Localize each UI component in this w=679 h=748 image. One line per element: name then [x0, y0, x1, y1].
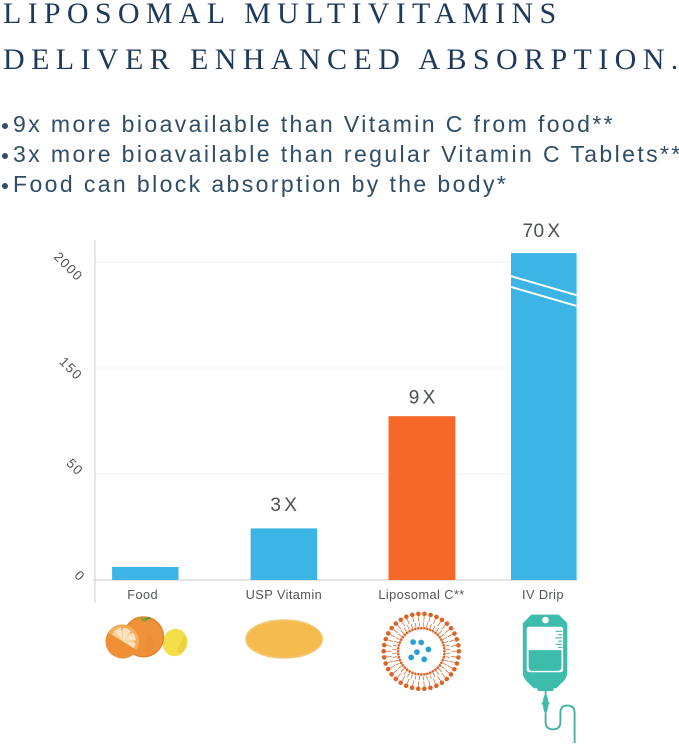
svg-text:IV Drip: IV Drip	[522, 587, 564, 602]
svg-text:2000: 2000	[51, 249, 86, 284]
svg-text:150: 150	[56, 354, 85, 383]
svg-text:0: 0	[72, 568, 89, 585]
svg-text:Liposomal C**: Liposomal C**	[378, 587, 464, 602]
svg-text:9 X: 9 X	[409, 388, 436, 409]
svg-text:USP Vitamin: USP Vitamin	[246, 587, 322, 602]
svg-text:Food: Food	[127, 587, 158, 602]
svg-text:3 X: 3 X	[270, 495, 297, 516]
svg-text:70 X: 70 X	[522, 221, 560, 242]
svg-text:50: 50	[63, 456, 86, 479]
